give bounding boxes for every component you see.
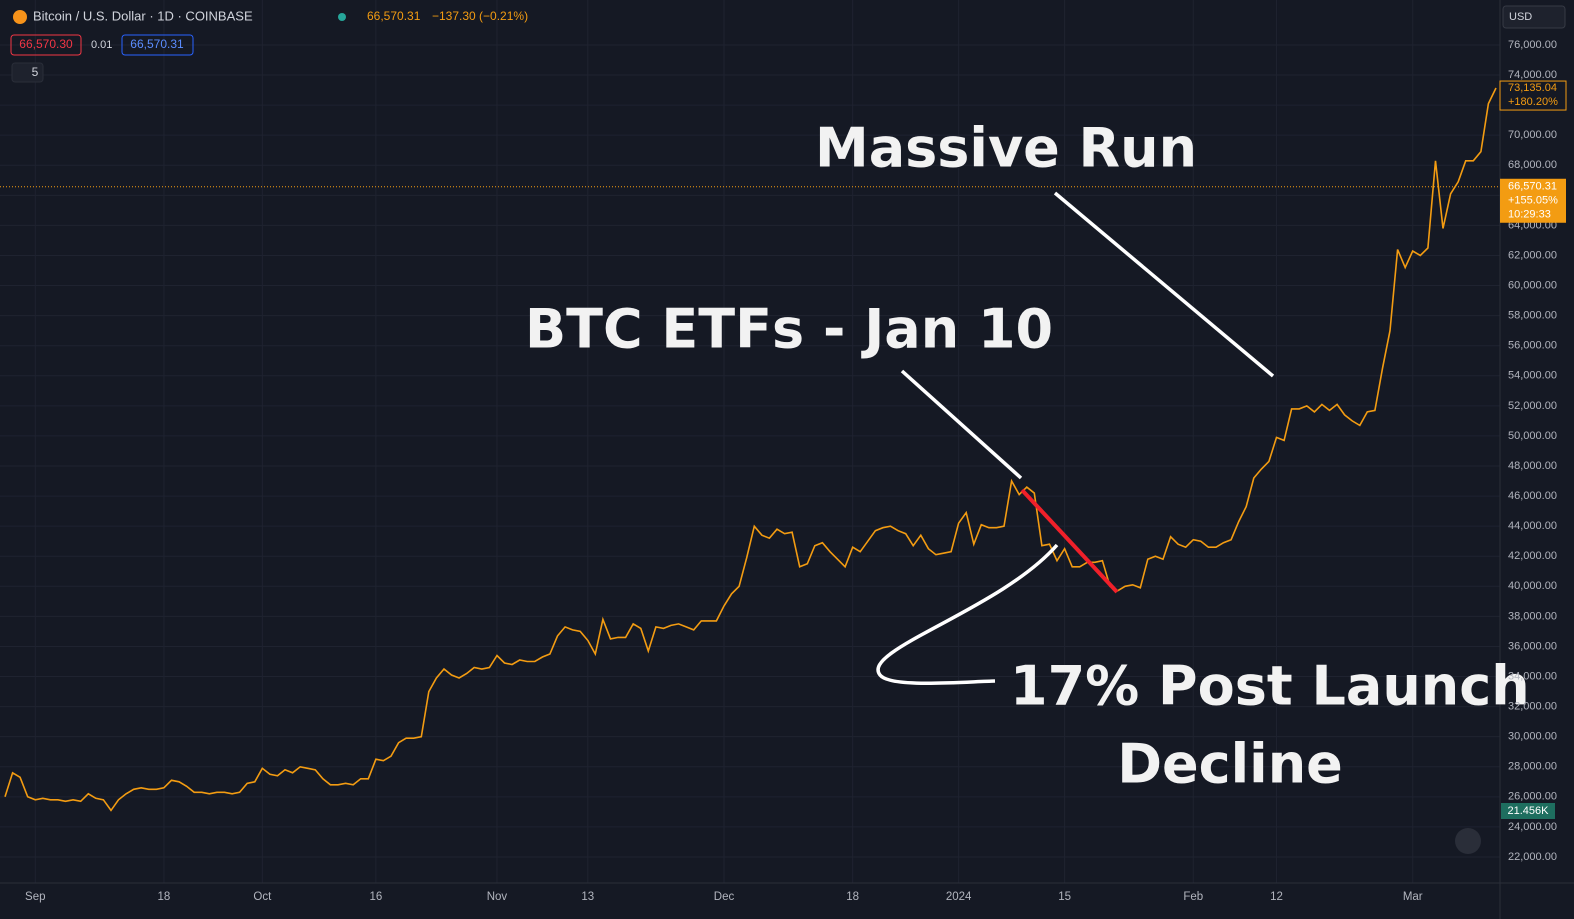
last-close-badge [1499, 80, 1567, 111]
x-tick-label: Dec [714, 891, 735, 903]
y-tick-label: 56,000.00 [1508, 340, 1557, 352]
bid: 66,570.30 [19, 37, 73, 51]
y-tick-label: 58,000.00 [1508, 310, 1557, 322]
y-tick-label: 48,000.00 [1508, 460, 1557, 472]
annotation-pointer [1053, 191, 1275, 378]
decline-line [1020, 488, 1119, 594]
y-tick-label: 22,000.00 [1508, 851, 1557, 863]
price-badge-countdown: 10:29:33 [1508, 209, 1551, 221]
scroll-button[interactable] [1455, 828, 1481, 854]
y-tick-label: 76,000.00 [1508, 39, 1557, 51]
y-tick-label: 68,000.00 [1508, 159, 1557, 171]
price-badge [1500, 178, 1566, 223]
ask-box[interactable] [121, 34, 194, 56]
annotation: BTC ETFs - Jan 10 [525, 298, 1053, 361]
y-tick-label: 44,000.00 [1508, 520, 1557, 532]
bid-box[interactable] [10, 34, 82, 56]
ask: 66,570.31 [130, 37, 184, 51]
volume-badge [1501, 803, 1555, 819]
x-tick-label: 13 [581, 891, 594, 903]
x-tick-label: Oct [253, 891, 272, 903]
y-tick-label: 42,000.00 [1508, 550, 1557, 562]
market-status[interactable] [338, 13, 346, 21]
annotation: 17% Post Launch [1010, 655, 1530, 718]
currency-button[interactable] [1502, 5, 1566, 29]
y-tick-label: 36,000.00 [1508, 640, 1557, 652]
y-tick-label: 34,000.00 [1508, 670, 1557, 682]
annotation-pointer [876, 543, 1059, 685]
indicator-toggle[interactable] [11, 62, 44, 83]
y-tick-label: 24,000.00 [1508, 821, 1557, 833]
price-badge-value: 66,570.31 [1508, 181, 1557, 193]
y-tick-label: 62,000.00 [1508, 249, 1557, 261]
y-tick-label: 30,000.00 [1508, 731, 1557, 743]
header-change: −137.30 (−0.21%) [432, 9, 528, 23]
y-tick-label: 50,000.00 [1508, 430, 1557, 442]
y-tick-label: 74,000.00 [1508, 69, 1557, 81]
y-tick-label: 54,000.00 [1508, 370, 1557, 382]
y-tick-label: 38,000.00 [1508, 610, 1557, 622]
x-tick-label: 12 [1270, 891, 1283, 903]
volume-label: 21.456K [1508, 805, 1550, 817]
x-tick-label: Sep [25, 891, 45, 903]
y-tick-label: 70,000.00 [1508, 129, 1557, 141]
price-line [4, 87, 1497, 812]
x-tick-label: 16 [369, 891, 382, 903]
y-tick-label: 60,000.00 [1508, 279, 1557, 291]
y-tick-label: 52,000.00 [1508, 400, 1557, 412]
x-tick-label: Feb [1183, 891, 1203, 903]
plot [0, 87, 1500, 812]
price-badge-change: +155.05% [1508, 195, 1558, 207]
chart-title: Bitcoin / U.S. Dollar · 1D · COINBASE [33, 8, 253, 23]
x-tick-label: 15 [1058, 891, 1071, 903]
x-tick-label: Mar [1403, 891, 1423, 903]
coin-icon [13, 10, 27, 24]
grid [0, 0, 1500, 883]
y-tick-label: 32,000.00 [1508, 701, 1557, 713]
last-close-change: +180.20% [1508, 96, 1558, 108]
annotation: Massive Run [815, 117, 1197, 180]
spread: 0.01 [91, 39, 112, 51]
x-tick-label: 2024 [946, 891, 972, 903]
y-tick-label: 46,000.00 [1508, 490, 1557, 502]
currency: USD [1509, 11, 1532, 23]
last-close-value: 73,135.04 [1508, 82, 1557, 94]
indicator-count: 5 [32, 65, 39, 79]
y-tick-label: 28,000.00 [1508, 761, 1557, 773]
x-tick-label: 18 [158, 891, 171, 903]
x-tick-label: 18 [846, 891, 859, 903]
y-tick-label: 40,000.00 [1508, 580, 1557, 592]
header-price: 66,570.31 [367, 9, 421, 23]
annotation: Decline [1117, 733, 1343, 796]
x-tick-label: Nov [487, 891, 508, 903]
annotation-pointer [900, 369, 1023, 480]
y-tick-label: 26,000.00 [1508, 791, 1557, 803]
